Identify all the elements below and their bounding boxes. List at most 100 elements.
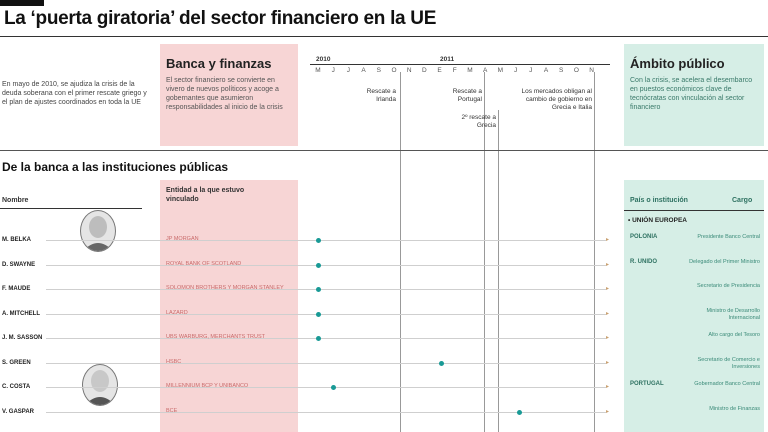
row-line: [46, 362, 606, 364]
row-dot: [316, 311, 321, 317]
month-label: A: [483, 67, 488, 74]
ambito-text: Con la crisis, se acelera el desembarco …: [630, 77, 753, 111]
row-name: M. BELKA: [2, 237, 31, 243]
row-arrow: ▸: [606, 310, 610, 317]
section-title: De la banca a las instituciones públicas: [2, 160, 229, 174]
union-europea-label: • UNIÓN EUROPEA: [628, 217, 687, 224]
month-label: N: [406, 67, 412, 74]
row-dot: [517, 409, 522, 415]
row-name: A. MITCHELL: [2, 310, 40, 317]
row-cargo: Ministro de Finanzas: [709, 405, 760, 412]
month-label: A: [543, 67, 549, 74]
header-cargo: Cargo: [732, 197, 753, 204]
row-cargo: Alto cargo del Tesoro: [708, 332, 760, 338]
banca-text: El sector financiero se convierte en viv…: [166, 77, 283, 111]
row-cargo: Delegado del Primer Ministro: [689, 258, 760, 265]
month-label: S: [376, 67, 381, 74]
row-entity: LAZARD: [166, 309, 188, 316]
month-label: M: [467, 67, 473, 74]
row-dot: [316, 238, 321, 243]
event-line-mercados: [594, 72, 595, 432]
event-line-portugal: [484, 72, 485, 432]
row-arrow: ▸: [606, 359, 610, 366]
event-line-grecia: [498, 110, 499, 432]
row-dot: [316, 287, 321, 292]
row-line: [46, 411, 606, 413]
banca-title: Banca y finanzas: [166, 56, 272, 71]
row-cargo: Presidente Banco Central: [697, 234, 760, 240]
month-label: S: [559, 67, 564, 74]
row-cargo: Secretario de Presidencia: [697, 283, 760, 289]
month-label: J: [331, 67, 335, 74]
row-arrow: ▸: [606, 286, 610, 292]
nombre-rule: [0, 208, 142, 209]
row-entity: HSBC: [166, 358, 182, 365]
ambito-rule: [624, 210, 764, 211]
row-name: F. MAUDE: [2, 286, 31, 292]
event-irlanda: Rescate a Irlanda: [366, 88, 396, 103]
month-label: O: [391, 67, 397, 74]
month-label: J: [513, 67, 518, 74]
banca-column: [160, 180, 298, 432]
row-dot: [316, 336, 321, 341]
month-label: J: [346, 67, 351, 74]
month-label: M: [315, 67, 321, 74]
ambito-title: Ámbito público: [630, 56, 725, 71]
row-name: J. M. SASSON: [2, 335, 43, 341]
month-label: E: [437, 67, 442, 74]
row-line: [46, 289, 606, 290]
page-title: La ‘puerta giratoria’ del sector financi…: [4, 8, 437, 29]
row-name: C. COSTA: [2, 384, 31, 390]
event-grecia: 2º rescate a Grecia: [461, 114, 496, 129]
row-line: [46, 264, 606, 266]
row-entity: BCE: [166, 407, 178, 414]
row-arrow: ▸: [606, 261, 610, 268]
avatar-belka: [80, 210, 116, 252]
row-country: POLONIA: [630, 234, 658, 240]
header-pais: País o institución: [630, 197, 688, 204]
row-name: S. GREEN: [2, 359, 31, 366]
row-entity: ROYAL BANK OF SCOTLAND: [166, 260, 242, 267]
row-entity: UBS WARBURG, MERCHANTS TRUST: [166, 334, 266, 340]
event-line-irlanda: [400, 72, 401, 432]
row-line: [46, 338, 606, 339]
row-entity: SOLOMON BROTHERS Y MORGAN STANLEY: [166, 285, 284, 291]
row-name: D. SWAYNE: [2, 261, 36, 268]
row-arrow: ▸: [606, 237, 610, 243]
intro-text: En mayo de 2010, se ajudiza la crisis de…: [2, 81, 147, 106]
row-entity: JP MORGAN: [166, 236, 199, 242]
row-dot: [331, 385, 336, 390]
month-label: D: [422, 67, 427, 74]
month-label: A: [361, 67, 366, 74]
month-label: N: [589, 67, 594, 74]
row-entity: MILLENNIUM BCP Y UNIBANCO: [166, 383, 249, 389]
month-label: J: [529, 67, 533, 74]
row-dot: [439, 360, 444, 366]
row-name: V. GASPAR: [2, 408, 35, 415]
row-cargo: Secretario de Comercio e Inversiones: [697, 356, 760, 370]
row-arrow: ▸: [606, 335, 610, 341]
row-cargo: Ministro de Desarrollo Internacional: [706, 307, 761, 321]
year-2010: 2010: [316, 56, 331, 63]
row-country: PORTUGAL: [630, 381, 664, 387]
top-accent-bar: [0, 0, 44, 6]
timeline-axis: [310, 64, 610, 65]
year-2011: 2011: [440, 56, 455, 63]
event-mercados: Los mercados obligan al cambio de gobier…: [521, 88, 592, 111]
row-cargo: Gobernador Banco Central: [694, 381, 760, 387]
row-line: [46, 240, 606, 241]
avatar-costa: [82, 364, 118, 406]
month-label: O: [573, 67, 579, 74]
banca-panel: Banca y finanzas El sector financiero se…: [160, 44, 298, 146]
title-divider: [0, 36, 768, 37]
ambito-panel: Ámbito público Con la crisis, se acelera…: [624, 44, 764, 146]
row-country: R. UNIDO: [630, 258, 657, 265]
row-arrow: ▸: [606, 384, 610, 390]
ambito-column: [624, 180, 764, 432]
section-divider: [0, 150, 768, 151]
month-label: M: [497, 67, 504, 74]
event-portugal: Rescate a Portugal: [452, 88, 482, 103]
row-arrow: ▸: [606, 408, 610, 415]
row-line: [46, 387, 606, 388]
row-line: [46, 313, 606, 315]
